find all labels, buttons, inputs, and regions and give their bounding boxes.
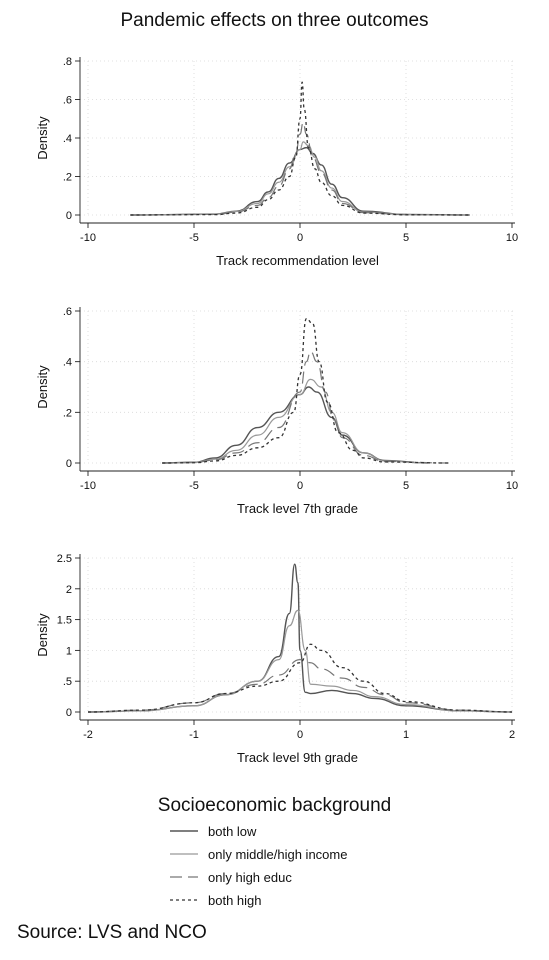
legend-swatch-both-high <box>170 899 198 901</box>
x-tick-label: -5 <box>189 232 199 244</box>
series-line-both-high <box>130 81 470 216</box>
legend-label: only middle/high income <box>208 846 348 862</box>
x-tick-label: 5 <box>403 232 409 244</box>
y-tick-label: 2.5 <box>57 553 72 565</box>
legend-label: both low <box>208 823 257 839</box>
y-tick-label: 0 <box>66 210 72 222</box>
x-tick-label: 5 <box>403 480 409 492</box>
y-tick-label: .8 <box>63 56 72 68</box>
x-axis-label: Track level 7th grade <box>237 501 358 516</box>
x-tick-label: -2 <box>83 729 93 741</box>
series-line-both-high <box>162 317 449 464</box>
x-tick-label: 0 <box>297 232 303 244</box>
series-line-both-high <box>87 643 513 713</box>
source-note: Source: LVS and NCO <box>17 922 207 943</box>
legend-swatch-only-middle-high-income <box>170 853 198 855</box>
series-line-both-low <box>162 386 428 464</box>
chart-title: Pandemic effects on three outcomes <box>120 10 429 31</box>
y-tick-label: .4 <box>63 133 72 145</box>
legend-item-only-middle-high-income: only middle/high income <box>170 845 347 863</box>
series-line-only-high-educ <box>162 350 449 464</box>
series-line-only-middle-high-income <box>87 609 513 713</box>
y-axis-label: Density <box>35 613 50 657</box>
legend-swatch-both-low <box>170 830 198 832</box>
y-tick-label: .4 <box>63 357 72 369</box>
x-tick-label: -10 <box>80 480 96 492</box>
y-tick-label: .6 <box>63 306 72 318</box>
y-tick-label: 2 <box>66 584 72 596</box>
x-axis-label: Track level 9th grade <box>237 750 358 765</box>
x-tick-label: 0 <box>297 729 303 741</box>
density-panel-track-9th-grade: 0 .5 1 1.5 2 2.5 -2 -1 0 1 2 Track level 9th grade D… <box>35 553 515 765</box>
x-tick-label: -1 <box>189 729 199 741</box>
x-tick-label: -10 <box>80 232 96 244</box>
x-tick-label: 1 <box>403 729 409 741</box>
y-tick-label: .5 <box>63 676 72 688</box>
series-line-only-high-educ <box>130 122 470 216</box>
density-panel-track-7th-grade: 0 .2 .4 .6 -10 -5 0 5 10 Track level 7th grade Den… <box>35 306 518 516</box>
legend-swatch-only-high-educ <box>170 876 198 878</box>
y-tick-label: .2 <box>63 172 72 184</box>
x-tick-label: -5 <box>189 480 199 492</box>
x-tick-label: 2 <box>509 729 515 741</box>
y-axis-label: Density <box>35 365 50 409</box>
legend-item-both-low: both low <box>170 822 256 840</box>
y-tick-label: 1.5 <box>57 615 72 627</box>
x-axis-label: Track recommendation level <box>216 253 379 268</box>
series-line-only-middle-high-income <box>162 378 428 464</box>
legend-item-both-high: both high <box>170 891 262 909</box>
legend-label: only high educ <box>208 869 292 885</box>
y-axis-label: Density <box>35 116 50 160</box>
y-tick-label: 1 <box>66 645 72 657</box>
series-line-only-middle-high-income <box>130 141 470 216</box>
x-tick-label: 10 <box>506 480 518 492</box>
series-line-only-high-educ <box>87 659 513 713</box>
legend-item-only-high-educ: only high educ <box>170 868 292 886</box>
x-tick-label: 10 <box>506 232 518 244</box>
legend-title: Socioeconomic background <box>157 795 392 816</box>
y-tick-label: 0 <box>66 458 72 470</box>
legend-label: both high <box>208 892 262 908</box>
density-panel-track-recommendation: 0 .2 .4 .6 .8 -10 -5 0 5 10 Track recommendation l… <box>35 56 518 268</box>
y-tick-label: 0 <box>66 707 72 719</box>
x-tick-label: 0 <box>297 480 303 492</box>
y-tick-label: .6 <box>63 95 72 107</box>
y-tick-label: .2 <box>63 407 72 419</box>
